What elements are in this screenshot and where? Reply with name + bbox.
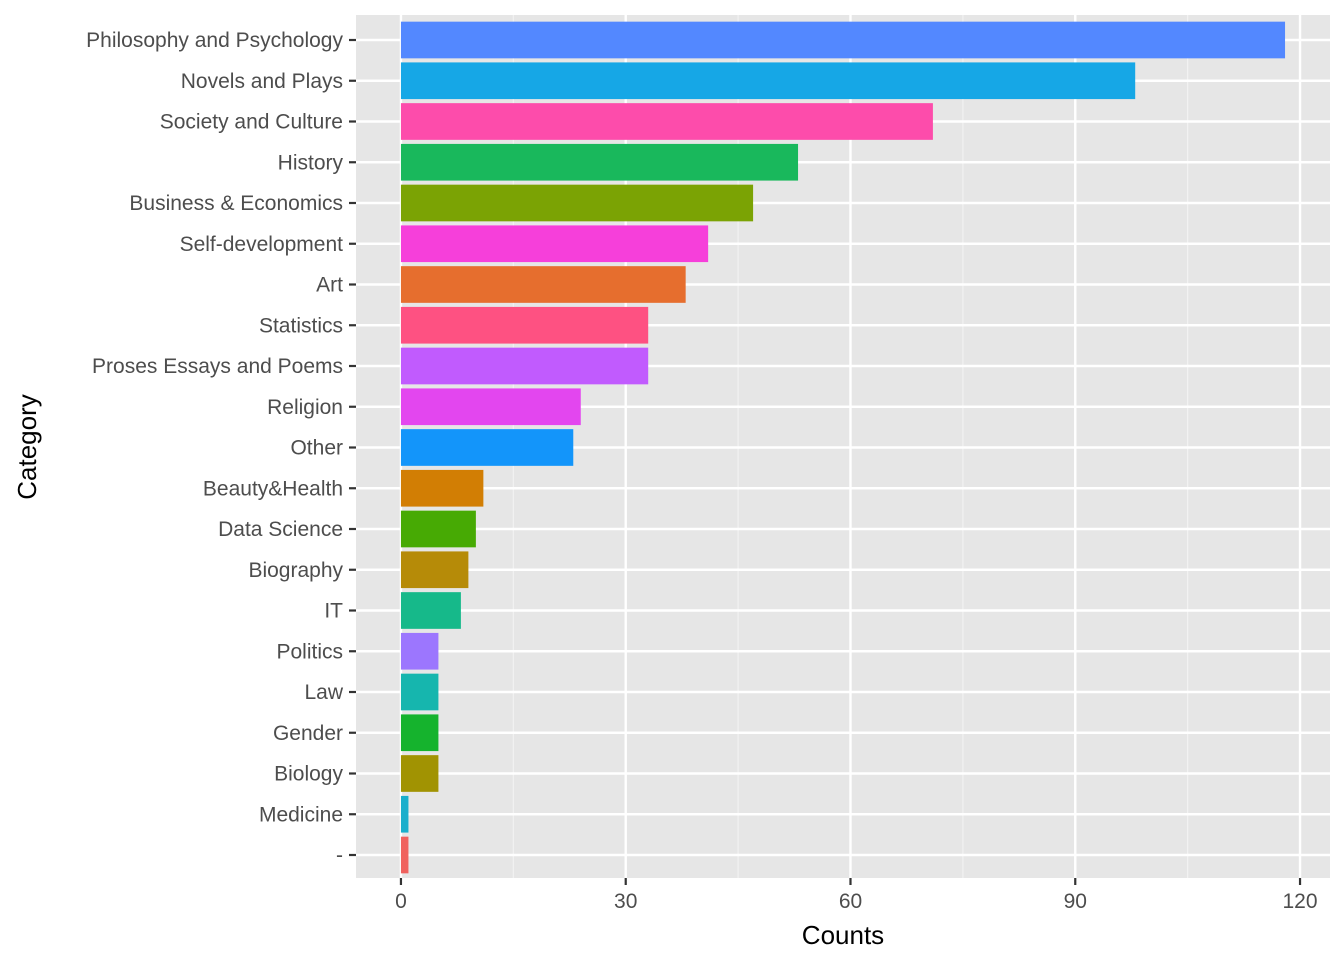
bar (400, 347, 649, 385)
y-tick-label: Politics (276, 640, 343, 663)
bar (400, 306, 649, 344)
y-tick-label: Proses Essays and Poems (92, 355, 343, 378)
bar (400, 429, 574, 466)
bar (400, 103, 933, 140)
y-tick-label: Novels and Plays (181, 70, 343, 93)
x-tick-label: 0 (395, 890, 407, 913)
y-tick-label: Self-development (180, 233, 344, 256)
bar (400, 225, 709, 263)
bar (400, 836, 409, 874)
bar (400, 551, 469, 589)
bar (400, 388, 581, 426)
x-tick-label: 60 (839, 890, 862, 913)
y-tick-label: Law (304, 681, 343, 704)
bar (400, 795, 409, 833)
y-tick-label: History (278, 151, 344, 174)
y-tick-label: Medicine (259, 803, 343, 826)
y-tick-label: Society and Culture (160, 111, 343, 134)
bar (400, 632, 439, 670)
bar (400, 592, 461, 629)
bar (400, 143, 799, 181)
y-tick-label: Other (290, 437, 343, 460)
bar (400, 21, 1286, 59)
y-tick-label: Biography (248, 559, 343, 582)
bar (400, 266, 686, 303)
x-axis-title: Counts (802, 920, 884, 950)
y-tick-label: Data Science (218, 518, 343, 541)
bar (400, 755, 439, 792)
y-tick-label: - (336, 844, 343, 867)
y-tick-label: Business & Economics (129, 192, 343, 215)
bar (400, 62, 1136, 100)
bars (400, 21, 1286, 874)
x-tick-label: 90 (1064, 890, 1087, 913)
bar (400, 673, 439, 711)
y-tick-label: Philosophy and Psychology (86, 29, 343, 52)
y-tick-label: Art (316, 274, 343, 297)
y-tick-label: Gender (273, 722, 343, 745)
y-tick-label: Statistics (259, 314, 343, 337)
y-tick-label: Biology (274, 763, 343, 786)
bar (400, 184, 754, 222)
y-axis: Philosophy and Psychology Novels and Play… (86, 29, 356, 867)
y-axis-title: Category (12, 394, 42, 500)
y-tick-label: Religion (267, 396, 343, 419)
x-axis: 0 30 60 90 120 (395, 878, 1318, 913)
x-tick-label: 30 (614, 890, 637, 913)
bar (400, 469, 484, 507)
y-tick-label: Beauty&Health (203, 477, 343, 500)
x-tick-label: 120 (1283, 890, 1318, 913)
bar (400, 714, 439, 752)
y-tick-label: IT (324, 600, 343, 623)
bar (400, 510, 476, 548)
